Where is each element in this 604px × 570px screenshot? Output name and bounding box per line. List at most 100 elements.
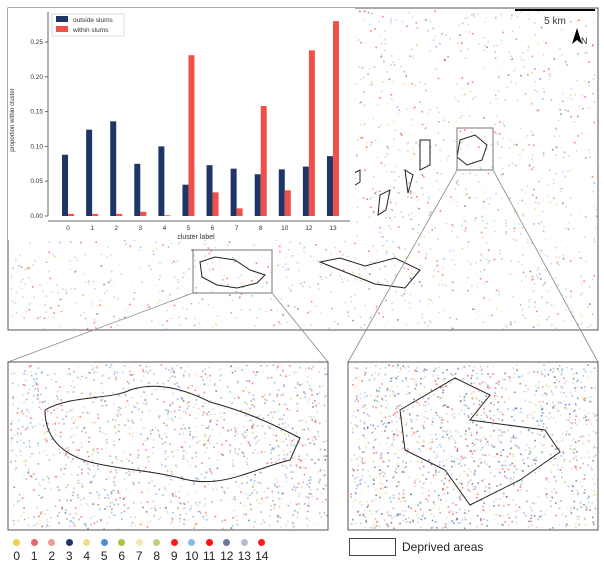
deprived-areas-legend: Deprived areas xyxy=(349,538,483,556)
cluster-legend-item: 8 xyxy=(148,539,166,563)
bar-within-3 xyxy=(140,211,147,216)
cluster-dot-icon xyxy=(223,539,231,546)
cluster-dot-icon xyxy=(118,539,126,546)
bar-outside-4 xyxy=(158,146,165,216)
legend-swatch-within xyxy=(56,26,68,32)
bar-outside-5 xyxy=(182,184,189,216)
cluster-legend: 0 1 2 3 4 5 6 7 8 9 10 11 12 13 14 xyxy=(8,539,271,563)
cluster-legend-item: 5 xyxy=(96,539,114,563)
right-inset-buildings xyxy=(350,364,598,530)
x-tick-label: 3 xyxy=(138,225,142,232)
x-tick-label: 12 xyxy=(305,225,313,232)
cluster-label: 5 xyxy=(100,549,108,563)
y-axis-label: proportion within cluster xyxy=(10,88,16,151)
bar-within-2 xyxy=(116,213,123,216)
legend-label-outside: outside slums xyxy=(73,17,113,24)
y-tick-label: 0.20 xyxy=(30,74,43,81)
bar-outside-10 xyxy=(278,169,285,216)
cluster-dot-icon xyxy=(240,539,248,546)
cluster-legend-item: 6 xyxy=(113,539,131,563)
cluster-legend-item: 4 xyxy=(78,539,96,563)
right-inset-frame xyxy=(347,361,599,531)
legend-label-within: within slums xyxy=(72,27,109,34)
cluster-label: 13 xyxy=(237,549,251,563)
cluster-dot-icon xyxy=(65,539,73,546)
bar-within-1 xyxy=(92,213,99,216)
bar-within-10 xyxy=(284,190,291,216)
bar-within-7 xyxy=(236,208,243,216)
x-tick-label: 7 xyxy=(235,225,239,232)
cluster-legend-item: 3 xyxy=(61,539,79,563)
y-tick-label: 0.10 xyxy=(30,143,43,150)
cluster-dot-icon xyxy=(48,539,56,546)
bar-chart: 0.000.050.100.150.200.250 1 2 3 4 5 6 7 8 10 12 13 … xyxy=(8,8,355,241)
bar-within-8 xyxy=(260,106,267,216)
legend-swatch-outside xyxy=(56,16,68,22)
scale-bar-label: 5 km xyxy=(544,16,566,27)
bar-within-12 xyxy=(308,50,315,216)
bar-outside-7 xyxy=(230,168,237,216)
north-arrow-label: N xyxy=(581,36,588,46)
north-arrow-icon xyxy=(572,28,582,44)
cluster-label: 8 xyxy=(153,549,161,563)
cluster-dot-icon xyxy=(135,539,143,546)
cluster-legend-item: 2 xyxy=(43,539,61,563)
y-tick-label: 0.05 xyxy=(30,178,43,185)
x-tick-label: 5 xyxy=(187,225,191,232)
x-tick-label: 6 xyxy=(211,225,215,232)
bar-outside-1 xyxy=(86,129,93,216)
bar-within-0 xyxy=(68,213,75,216)
zoom-box-right xyxy=(456,127,494,171)
bar-outside-0 xyxy=(62,154,69,216)
bar-outside-8 xyxy=(254,174,261,216)
cluster-dot-icon xyxy=(188,539,196,546)
x-axis-label: cluster label xyxy=(177,234,215,241)
left-inset-frame xyxy=(7,361,329,531)
cluster-label: 12 xyxy=(220,549,234,563)
cluster-dot-icon xyxy=(170,539,178,546)
bar-outside-3 xyxy=(134,163,141,216)
x-tick-label: 1 xyxy=(90,225,94,232)
deprived-areas-label: Deprived areas xyxy=(402,540,484,554)
x-tick-label: 10 xyxy=(281,225,289,232)
x-tick-label: 2 xyxy=(114,225,118,232)
left-inset-buildings xyxy=(10,364,328,530)
cluster-dot-icon xyxy=(83,539,91,546)
cluster-label: 9 xyxy=(170,549,178,563)
bar-within-6 xyxy=(212,192,219,216)
cluster-label: 1 xyxy=(30,549,38,563)
cluster-legend-item: 0 xyxy=(8,539,26,563)
cluster-legend-item: 14 xyxy=(253,539,271,563)
cluster-label: 7 xyxy=(135,549,143,563)
bar-outside-12 xyxy=(302,166,309,216)
cluster-label: 4 xyxy=(83,549,91,563)
cluster-dot-icon xyxy=(258,539,266,546)
cluster-legend-item: 13 xyxy=(236,539,254,563)
cluster-dot-icon xyxy=(153,539,161,546)
cluster-legend-item: 9 xyxy=(166,539,184,563)
cluster-legend-item: 12 xyxy=(218,539,236,563)
cluster-label: 11 xyxy=(203,549,216,563)
cluster-legend-item: 11 xyxy=(201,539,219,563)
bar-within-5 xyxy=(188,55,195,216)
zoom-box-left xyxy=(192,249,273,294)
x-tick-label: 0 xyxy=(66,225,70,232)
cluster-legend-item: 1 xyxy=(26,539,44,563)
cluster-dot-icon xyxy=(13,539,21,546)
bar-outside-2 xyxy=(110,121,117,216)
cluster-dot-icon xyxy=(100,539,108,546)
cluster-dot-icon xyxy=(205,539,213,546)
left-inset-deprived-outline xyxy=(44,385,301,483)
cluster-label: 3 xyxy=(65,549,73,563)
x-tick-label: 4 xyxy=(163,225,167,232)
cluster-legend-item: 7 xyxy=(131,539,149,563)
y-tick-label: 0.15 xyxy=(30,109,43,116)
y-tick-label: 0.00 xyxy=(30,213,43,220)
cluster-dot-icon xyxy=(30,539,38,546)
bar-within-13 xyxy=(332,21,339,217)
cluster-label: 2 xyxy=(48,549,56,563)
cluster-label: 10 xyxy=(185,549,199,563)
y-tick-label: 0.25 xyxy=(30,39,43,46)
